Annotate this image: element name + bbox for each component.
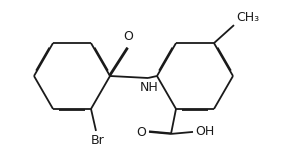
Text: Br: Br (91, 134, 105, 147)
Text: O: O (123, 30, 133, 43)
Text: CH₃: CH₃ (236, 11, 259, 24)
Text: NH: NH (140, 81, 158, 94)
Text: O: O (136, 126, 146, 139)
Text: OH: OH (195, 125, 214, 138)
